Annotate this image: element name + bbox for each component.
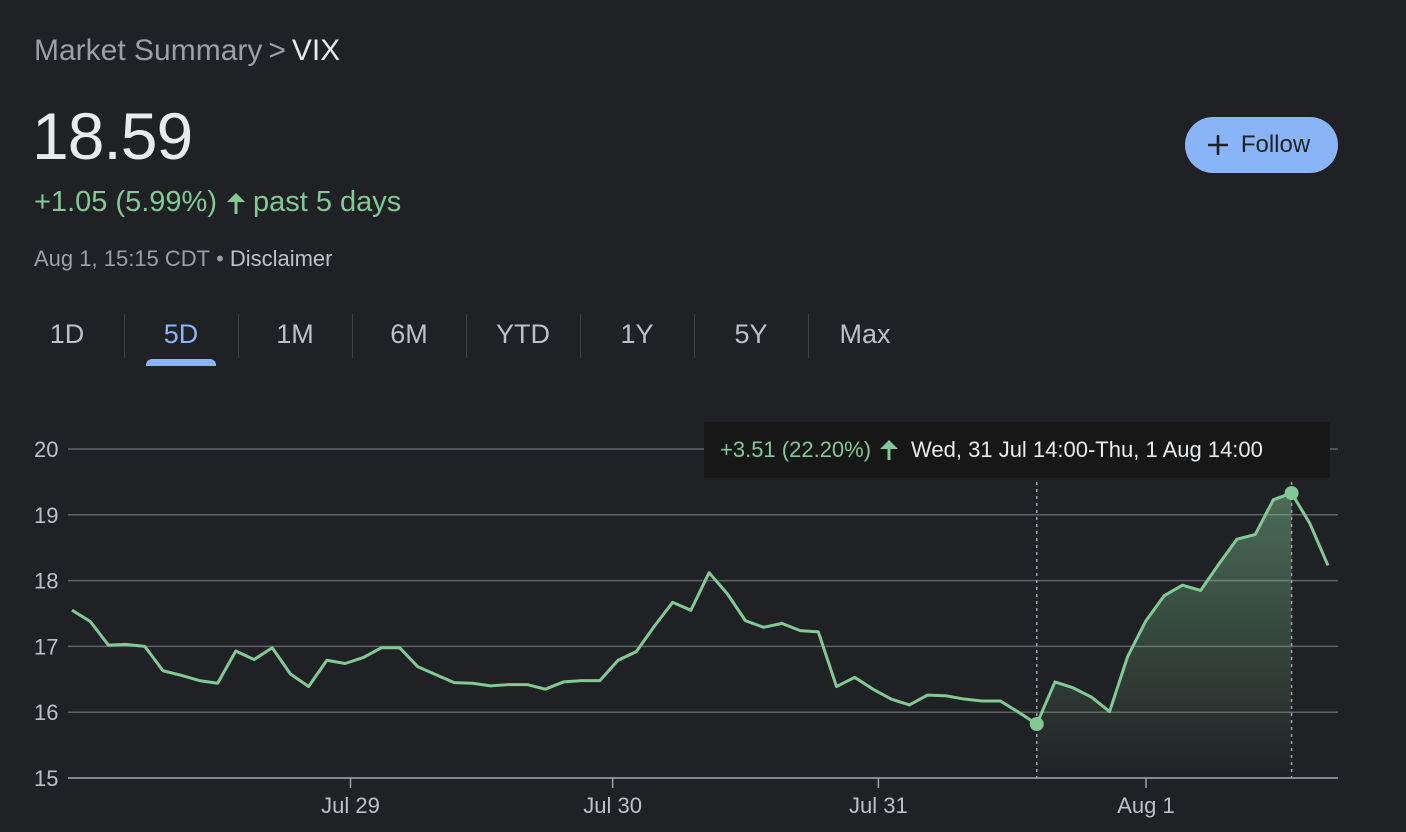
tooltip-change-value: +3.51 (22.20%) (720, 437, 872, 462)
follow-button[interactable]: Follow (1185, 117, 1338, 173)
breadcrumb-separator: > (268, 34, 286, 67)
y-tick-label: 18 (34, 569, 58, 594)
series-line (71, 491, 1330, 726)
tab-label: Max (839, 319, 891, 349)
tab-label: 5Y (734, 319, 768, 349)
tab-5y[interactable]: 5Y (694, 306, 808, 366)
breadcrumb-parent[interactable]: Market Summary (34, 34, 263, 67)
tab-6m[interactable]: 6M (352, 306, 466, 366)
y-tick-label: 17 (34, 634, 58, 659)
tab-1m[interactable]: 1M (238, 306, 352, 366)
price-change-period: past 5 days (252, 186, 402, 218)
x-tick-label: Jul 30 (583, 793, 642, 818)
y-tick-label: 20 (34, 437, 58, 462)
tab-label: 5D (163, 319, 199, 349)
tooltip-change: +3.51 (22.20%) (720, 437, 911, 463)
price-value: 18.59 (32, 99, 193, 173)
follow-label: Follow (1240, 131, 1311, 158)
timestamp: Aug 1, 15:15 CDT • Disclaimer (34, 246, 333, 272)
tab-label: 1Y (620, 319, 654, 349)
tab-max[interactable]: Max (808, 306, 922, 366)
x-tick-label: Jul 31 (849, 793, 908, 818)
tab-5d[interactable]: 5D (124, 306, 238, 366)
tab-label: 1M (276, 319, 314, 349)
x-tick-label: Jul 29 (321, 793, 380, 818)
price-change-value: +1.05 (5.99%) (34, 186, 217, 218)
tab-label: 6M (390, 319, 428, 349)
tab-ytd[interactable]: YTD (466, 306, 580, 366)
tab-1d[interactable]: 1D (10, 306, 124, 366)
breadcrumb: Market Summary > VIX (34, 34, 340, 68)
x-tick-label: Aug 1 (1117, 793, 1175, 818)
range-marker-point (1029, 717, 1044, 732)
disclaimer-link[interactable]: Disclaimer (229, 246, 333, 271)
breadcrumb-current: VIX (291, 34, 341, 67)
highlight-area (1036, 493, 1292, 778)
tab-label: YTD (496, 319, 550, 349)
y-tick-label: 15 (34, 766, 58, 791)
range-marker-point (1284, 486, 1299, 501)
tab-1y[interactable]: 1Y (580, 306, 694, 366)
timestamp-separator: • (216, 246, 224, 271)
price-change: +1.05 (5.99%) past 5 days (34, 186, 401, 219)
range-tooltip: +3.51 (22.20%) Wed, 31 Jul 14:00-Thu, 1 … (704, 422, 1330, 478)
arrow-up-icon (225, 191, 247, 215)
plus-icon (1207, 128, 1229, 162)
tooltip-range: Wed, 31 Jul 14:00-Thu, 1 Aug 14:00 (911, 437, 1263, 462)
range-tabs: 1D 5D 1M 6M YTD 1Y 5Y Max (10, 306, 922, 366)
arrow-up-icon (879, 439, 899, 461)
price-chart[interactable]: 15 16 17 18 19 20 Jul 29 Jul 30 Jul 31 Aug 1 (0, 400, 1406, 832)
tab-label: 1D (49, 319, 85, 349)
y-tick-label: 19 (34, 503, 58, 528)
y-tick-label: 16 (34, 700, 58, 725)
timestamp-text: Aug 1, 15:15 CDT (34, 246, 211, 271)
